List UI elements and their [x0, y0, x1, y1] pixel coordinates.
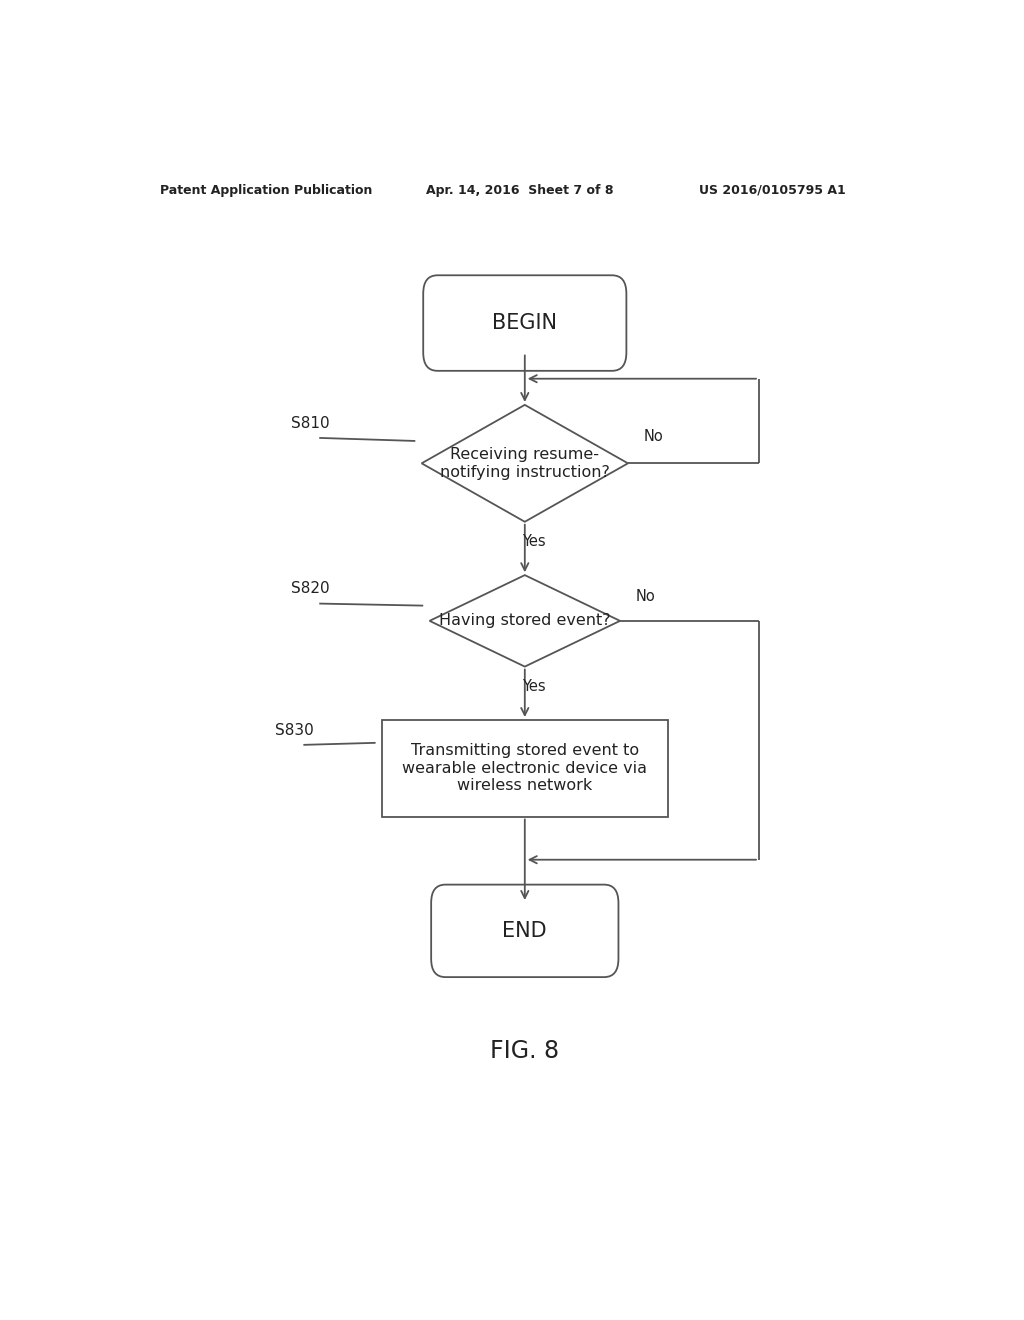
Text: Patent Application Publication: Patent Application Publication — [160, 183, 372, 197]
Text: BEGIN: BEGIN — [493, 313, 557, 333]
Polygon shape — [430, 576, 620, 667]
Text: US 2016/0105795 A1: US 2016/0105795 A1 — [699, 183, 846, 197]
Text: Receiving resume-
notifying instruction?: Receiving resume- notifying instruction? — [440, 447, 609, 479]
Text: Having stored event?: Having stored event? — [439, 614, 610, 628]
Polygon shape — [422, 405, 628, 521]
Text: Transmitting stored event to
wearable electronic device via
wireless network: Transmitting stored event to wearable el… — [402, 743, 647, 793]
Text: Apr. 14, 2016  Sheet 7 of 8: Apr. 14, 2016 Sheet 7 of 8 — [426, 183, 613, 197]
Text: S810: S810 — [291, 416, 330, 430]
Text: No: No — [644, 429, 664, 444]
Text: S820: S820 — [291, 581, 330, 597]
FancyBboxPatch shape — [423, 276, 627, 371]
FancyBboxPatch shape — [431, 884, 618, 977]
Text: FIG. 8: FIG. 8 — [490, 1039, 559, 1063]
Text: S830: S830 — [274, 722, 313, 738]
Text: END: END — [503, 921, 547, 941]
Bar — [382, 719, 668, 817]
Text: Yes: Yes — [522, 678, 546, 694]
Text: No: No — [636, 589, 655, 603]
Text: Yes: Yes — [522, 535, 546, 549]
